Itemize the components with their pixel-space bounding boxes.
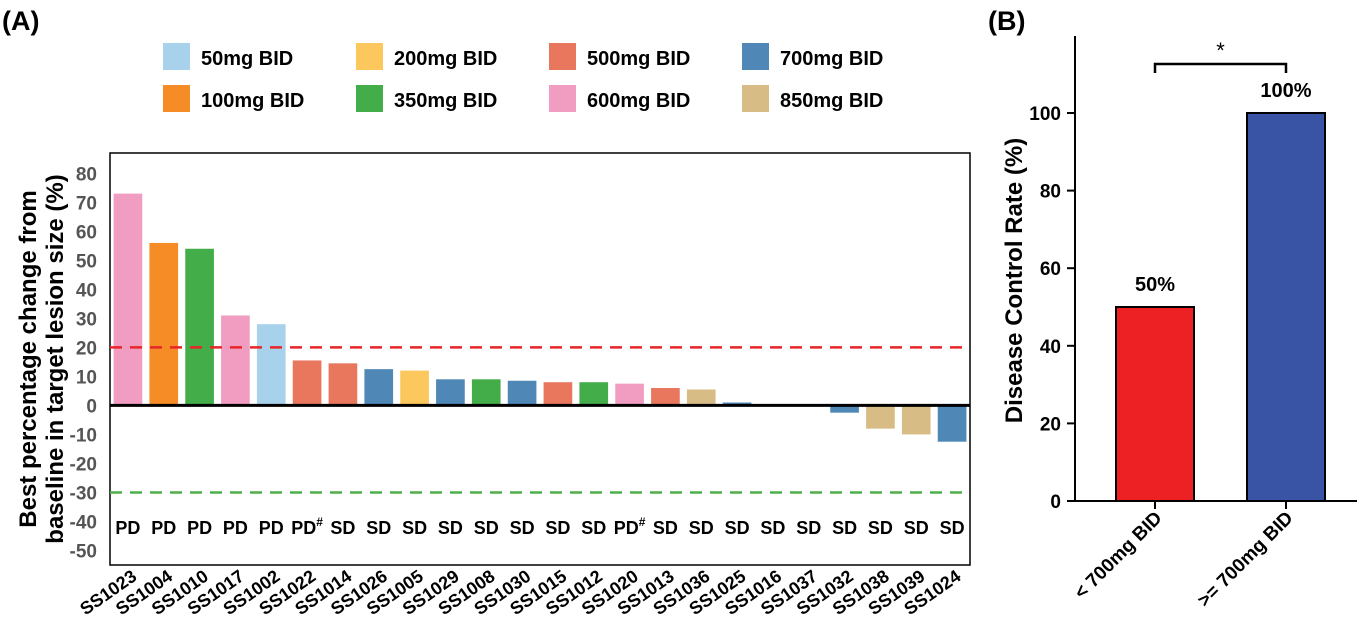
bar — [507, 380, 537, 406]
response-label: SD — [689, 518, 714, 538]
bar — [221, 315, 250, 406]
response-label: SD — [545, 518, 570, 538]
response-label: SD — [940, 518, 965, 538]
response-label: PD — [223, 518, 248, 538]
y-tick-label: -20 — [70, 454, 97, 475]
response-label: SD — [366, 518, 391, 538]
value-label: 100% — [1260, 80, 1311, 102]
response-label: SD — [760, 518, 785, 538]
legend-swatch — [163, 43, 190, 70]
panel-label-b: (B) — [988, 6, 1025, 36]
legend-label: 500mg BID — [587, 48, 690, 70]
y-axis-label-line: baseline in target lesion size (%) — [42, 174, 69, 543]
y-tick-label-b: 80 — [1040, 182, 1061, 203]
legend-label: 600mg BID — [587, 90, 690, 112]
bar-b — [1115, 306, 1195, 502]
response-label: PD# — [291, 515, 323, 538]
legend-label: 100mg BID — [201, 90, 304, 112]
x-tick-label-b: < 700mg BID — [1071, 508, 1167, 604]
y-tick-label-b: 100 — [1029, 104, 1061, 125]
response-label: SD — [796, 518, 821, 538]
response-label: PD — [259, 518, 284, 538]
response-label: SD — [832, 518, 857, 538]
response-label: SD — [725, 518, 750, 538]
bar — [113, 193, 143, 406]
response-label: SD — [330, 518, 355, 538]
y-tick-label: 50 — [76, 251, 97, 272]
response-label: SD — [510, 518, 535, 538]
response-label: SD — [581, 518, 606, 538]
y-axis-label-b: Disease Control Rate (%) — [1001, 138, 1028, 423]
y-tick-label: 40 — [76, 280, 97, 301]
y-axis-label-a: Best percentage change frombaseline in t… — [15, 174, 69, 543]
legend-swatch — [356, 43, 383, 70]
response-mark: # — [639, 515, 646, 529]
bar-b — [1246, 112, 1326, 502]
legend-swatch — [742, 43, 769, 70]
bar — [471, 379, 501, 406]
y-tick-label: 10 — [76, 367, 97, 388]
y-tick-label-b: 20 — [1040, 414, 1061, 435]
bar — [436, 379, 465, 406]
response-label: PD — [187, 518, 212, 538]
bar — [615, 383, 644, 406]
y-tick-label: -40 — [70, 512, 97, 533]
bar — [937, 405, 967, 442]
significance-bracket — [1153, 62, 1288, 73]
y-tick-label-b: 40 — [1040, 337, 1061, 358]
bar — [579, 382, 609, 406]
y-tick-label: 20 — [76, 338, 97, 359]
legend-swatch — [742, 85, 769, 112]
bar — [149, 242, 179, 406]
y-tick-label: 80 — [76, 164, 97, 185]
y-tick-label: 0 — [86, 396, 97, 417]
y-tick-label-b: 0 — [1050, 492, 1061, 513]
bar — [328, 363, 358, 406]
legend-label: 350mg BID — [394, 90, 497, 112]
response-label: PD — [151, 518, 176, 538]
response-label: SD — [402, 518, 427, 538]
legend-label: 200mg BID — [394, 48, 497, 70]
bar — [185, 248, 214, 406]
bar — [651, 388, 680, 406]
bar — [543, 382, 573, 406]
legend-label: 700mg BID — [780, 48, 883, 70]
value-label: 50% — [1135, 274, 1175, 296]
response-label: PD# — [614, 515, 646, 538]
y-tick-label: 60 — [76, 222, 97, 243]
plot-frame-a — [109, 152, 971, 566]
y-tick-label: -50 — [70, 541, 97, 562]
y-tick-label-b: 60 — [1040, 259, 1061, 280]
y-tick-label: 30 — [76, 309, 97, 330]
y-axis-label-line: Best percentage change from — [15, 190, 42, 527]
legend-label: 50mg BID — [201, 48, 293, 70]
bar — [256, 324, 286, 406]
response-label: PD — [115, 518, 140, 538]
response-label: SD — [653, 518, 678, 538]
response-label: SD — [868, 518, 893, 538]
bar — [364, 369, 394, 406]
y-tick-label: -30 — [70, 483, 97, 504]
legend-label: 850mg BID — [780, 90, 883, 112]
response-label: SD — [474, 518, 499, 538]
response-label: SD — [438, 518, 463, 538]
bar — [292, 360, 322, 406]
bar — [400, 370, 429, 406]
legend-swatch — [356, 85, 383, 112]
legend-swatch — [549, 85, 576, 112]
y-tick-label: 70 — [76, 193, 97, 214]
bar — [901, 405, 931, 435]
response-label: SD — [904, 518, 929, 538]
legend-swatch — [163, 85, 190, 112]
bar — [686, 389, 716, 406]
response-mark: # — [316, 515, 323, 529]
bar — [830, 405, 859, 413]
legend-swatch — [549, 43, 576, 70]
x-tick-label-b: >= 700mg BID — [1194, 508, 1298, 612]
y-tick-label: -10 — [70, 425, 97, 446]
panel-label-a: (A) — [2, 6, 39, 36]
significance-marker: * — [1216, 38, 1225, 63]
bar — [866, 405, 895, 429]
